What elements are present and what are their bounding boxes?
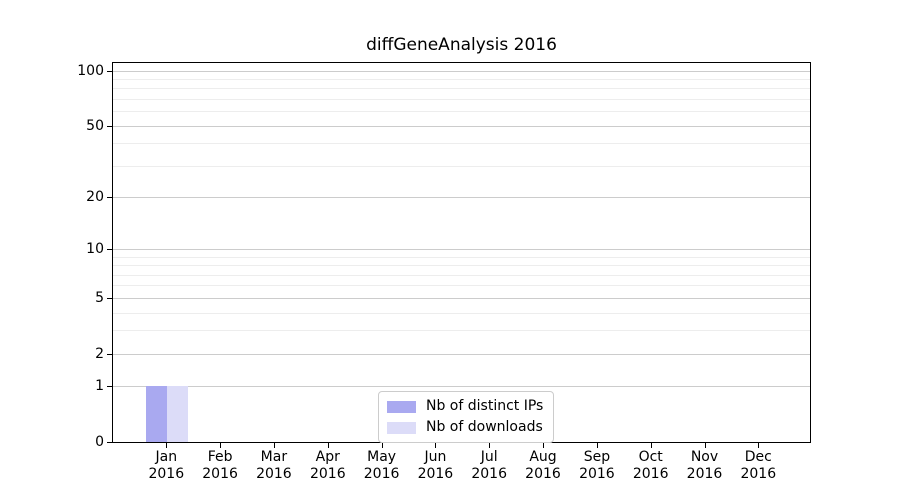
x-axis-tick-label: Nov 2016 [686,449,723,482]
x-axis-tick [704,443,706,448]
y-axis-tick [107,442,112,443]
minor-gridline [113,265,810,267]
x-axis-tick [489,443,491,448]
x-axis-tick [596,443,598,448]
x-axis-tick-label: Jan 2016 [148,449,185,482]
x-axis-tick-label: Jul 2016 [471,449,507,482]
chart-title: diffGeneAnalysis 2016 [366,35,557,55]
y-axis-tick [107,386,112,388]
y-axis-tick-label: 50 [86,117,104,134]
y-axis-tick [107,197,112,198]
y-axis-tick-label: 5 [95,289,104,306]
x-axis-tick-label: Apr 2016 [309,449,346,482]
x-axis-tick [758,443,760,448]
minor-gridline [113,165,810,167]
major-gridline [113,386,810,388]
major-gridline [113,70,810,72]
minor-gridline [113,99,810,100]
bar-downloads [166,386,188,442]
plot-area [112,62,811,443]
x-axis-tick-label: Dec 2016 [740,449,777,482]
legend-item-distinct-ips: Nb of distinct IPs [387,398,543,415]
y-axis-tick-label: 20 [86,189,104,205]
y-axis-tick [107,249,112,250]
y-axis-tick [107,353,112,355]
y-axis-tick-label: 100 [77,62,104,79]
minor-gridline [113,111,810,113]
legend: Nb of distinct IPs Nb of downloads [378,391,555,443]
minor-gridline [113,79,810,80]
x-axis-tick [381,443,383,448]
x-axis-tick-label: Jun 2016 [417,449,454,482]
major-gridline [113,197,810,198]
legend-swatch-distinct-ips-icon [387,400,416,413]
x-axis-tick [543,443,544,448]
minor-gridline [113,88,810,90]
y-axis-tick [107,297,112,299]
y-axis-tick-label: 1 [95,378,104,395]
x-axis-tick [220,443,222,448]
x-axis-tick [650,443,652,448]
x-axis-tick [166,443,168,448]
minor-gridline [113,143,810,145]
x-axis-tick-label: Oct 2016 [632,449,669,482]
y-axis-tick-label: 0 [95,434,104,450]
legend-swatch-downloads-icon [387,421,416,434]
x-axis-tick [327,443,329,448]
legend-label-distinct-ips: Nb of distinct IPs [426,398,544,414]
legend-item-downloads: Nb of downloads [387,419,543,436]
major-gridline [113,249,810,250]
bar-distinct-ips [145,386,167,442]
y-axis-tick-label: 2 [95,345,104,362]
major-gridline [113,353,810,355]
major-gridline [113,125,810,127]
y-axis-tick [107,125,112,127]
minor-gridline [113,256,810,258]
major-gridline [113,297,810,299]
minor-gridline [113,330,810,332]
x-axis-tick [435,443,437,448]
y-axis-tick-label: 10 [86,241,104,257]
y-axis-tick [107,70,112,72]
x-axis-tick-label: Sep 2016 [579,449,615,482]
x-axis-tick-label: Mar 2016 [256,449,292,482]
x-axis-tick-label: Feb 2016 [202,449,238,482]
legend-label-downloads: Nb of downloads [426,419,543,435]
minor-gridline [113,285,810,287]
x-axis-tick [273,443,275,448]
x-axis-tick-label: May 2016 [363,449,400,482]
minor-gridline [113,312,810,314]
minor-gridline [113,274,810,276]
x-axis-tick-label: Aug 2016 [525,449,561,482]
